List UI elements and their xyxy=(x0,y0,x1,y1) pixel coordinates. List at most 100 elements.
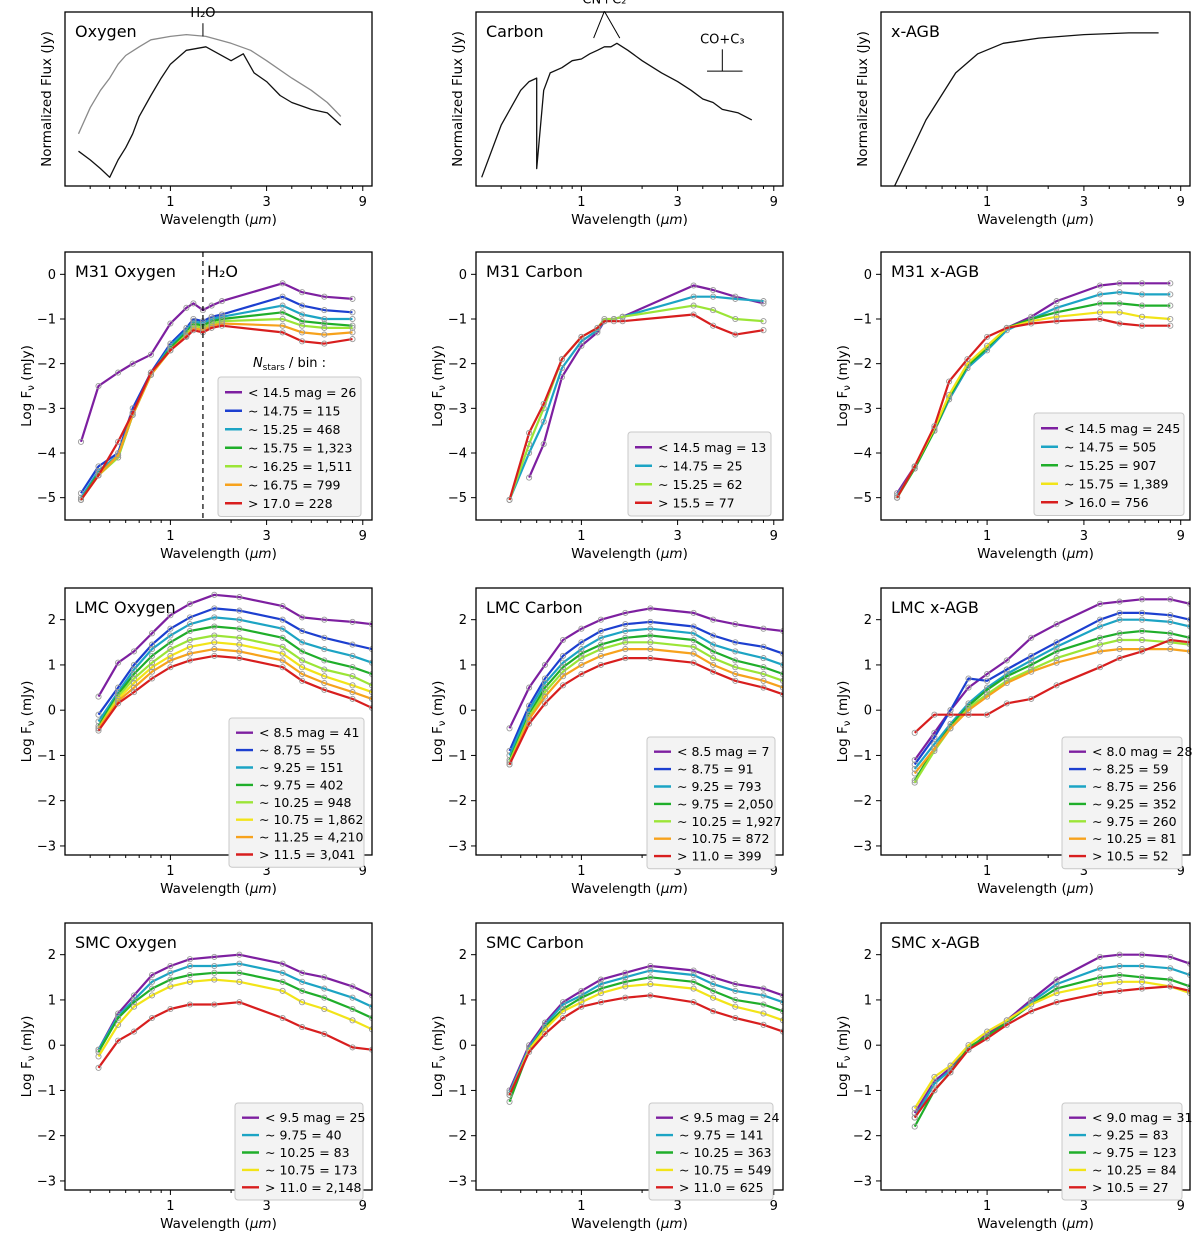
series-line-8 xyxy=(97,654,372,732)
series-line-4 xyxy=(508,982,783,1096)
data-point xyxy=(279,309,286,316)
x-tick-label: 3 xyxy=(262,864,270,879)
panel-title: SMC Carbon xyxy=(486,933,584,952)
data-point xyxy=(148,668,156,675)
data-point xyxy=(115,1037,122,1044)
axes-frame xyxy=(64,251,373,521)
data-point xyxy=(349,994,356,1001)
data-point xyxy=(1116,951,1123,958)
data-point xyxy=(1138,322,1146,329)
data-point xyxy=(299,677,306,684)
data-point xyxy=(1096,634,1104,641)
data-point xyxy=(578,655,585,662)
series-group xyxy=(506,962,783,1105)
data-point xyxy=(349,689,356,696)
data-point xyxy=(541,700,549,707)
data-point xyxy=(647,962,654,970)
data-point xyxy=(506,725,513,732)
data-point xyxy=(597,616,604,623)
data-point xyxy=(211,605,218,612)
x-axis-label: Wavelength (μm) xyxy=(977,212,1094,228)
data-point xyxy=(95,1064,102,1071)
data-point xyxy=(578,650,585,657)
data-point xyxy=(760,655,767,662)
data-point xyxy=(710,641,717,648)
annotation-2: CO+C₃ xyxy=(700,32,745,47)
legend-entry: > 11.5 = 3,041 xyxy=(259,847,355,862)
data-point xyxy=(236,594,243,601)
legend-entry: ∼ 15.25 = 468 xyxy=(248,422,341,437)
data-point xyxy=(1096,664,1104,671)
series-line-2 xyxy=(913,611,1190,766)
data-point xyxy=(1096,641,1104,648)
data-point xyxy=(541,1026,549,1033)
data-point xyxy=(167,639,174,646)
data-point xyxy=(1096,965,1104,972)
data-point xyxy=(911,1114,918,1121)
data-point xyxy=(732,621,739,628)
legend: Nstars / bin : < 14.5 mag = 26 ∼ 14.75 = 1… xyxy=(217,356,362,517)
data-point xyxy=(526,684,533,691)
y-axis-label: Normalized Flux (Jy) xyxy=(450,31,466,167)
y-axis-label: Log Fν (mJy) xyxy=(430,1016,448,1098)
data-point xyxy=(597,634,604,641)
data-point xyxy=(148,1014,156,1022)
x-axis-label: Wavelength (μm) xyxy=(977,1216,1094,1232)
data-point xyxy=(1167,636,1174,644)
legend-entry: ∼ 8.25 = 59 xyxy=(1092,762,1169,777)
data-point xyxy=(236,969,243,976)
data-point xyxy=(279,322,286,329)
data-point xyxy=(1028,1001,1035,1008)
y-tick-label: 2 xyxy=(48,948,56,963)
x-tick-label: 1 xyxy=(983,195,991,210)
x-tick-label: 1 xyxy=(577,195,585,210)
data-point xyxy=(95,463,102,470)
data-point xyxy=(597,981,604,988)
data-point xyxy=(349,618,356,625)
data-point xyxy=(1116,289,1123,296)
data-point xyxy=(732,315,739,323)
data-point xyxy=(647,618,654,625)
data-point xyxy=(594,324,601,331)
data-point xyxy=(1116,309,1123,316)
legend-entry: ∼ 10.75 = 1,862 xyxy=(259,812,363,827)
data-point xyxy=(732,996,739,1003)
data-point xyxy=(619,318,626,325)
x-tick-label: 9 xyxy=(1177,864,1185,879)
data-point xyxy=(218,298,225,305)
data-point xyxy=(710,616,717,623)
data-point xyxy=(506,1098,513,1105)
x-tick-label: 3 xyxy=(1080,195,1088,210)
data-point xyxy=(690,650,697,657)
series-line-5 xyxy=(913,985,1190,1119)
data-point xyxy=(732,639,739,646)
data-point xyxy=(1167,618,1174,625)
data-point xyxy=(1096,974,1104,981)
data-point xyxy=(349,1044,356,1051)
data-point xyxy=(1028,661,1035,668)
data-point xyxy=(167,976,174,983)
legend-entry: ∼ 10.25 = 363 xyxy=(679,1145,772,1160)
data-point xyxy=(115,1021,122,1028)
y-tick-label: 2 xyxy=(48,613,56,628)
axes-frame xyxy=(475,11,784,187)
data-point xyxy=(299,969,306,976)
data-point xyxy=(130,675,138,682)
data-point xyxy=(710,286,717,294)
data-point xyxy=(130,999,138,1006)
data-point xyxy=(148,646,156,653)
data-point xyxy=(578,333,585,340)
data-point xyxy=(506,759,513,766)
y-tick-label: −3 xyxy=(448,1174,467,1189)
data-point xyxy=(186,962,193,970)
y-tick-label: −3 xyxy=(448,402,467,417)
data-point xyxy=(167,1005,174,1013)
data-point xyxy=(167,652,174,659)
data-point xyxy=(167,625,174,632)
series-line-7 xyxy=(913,638,1190,734)
legend-entry: ∼ 8.75 = 55 xyxy=(259,743,336,758)
data-point xyxy=(540,418,547,425)
data-point xyxy=(1116,300,1123,307)
data-point xyxy=(690,630,697,637)
x-axis-label: Wavelength (μm) xyxy=(571,212,688,228)
